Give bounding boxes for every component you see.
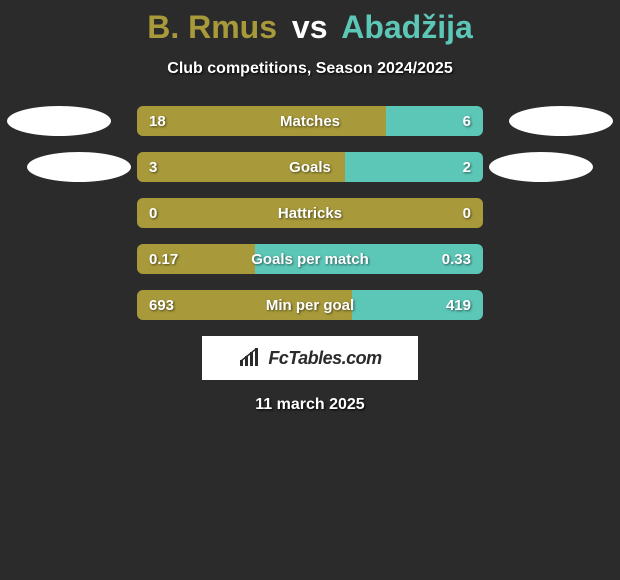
brand-box: FcTables.com: [202, 336, 418, 380]
stat-row: 693Min per goal419: [0, 290, 620, 320]
stat-row: 0.17Goals per match0.33: [0, 244, 620, 274]
stat-row: 0Hattricks0: [0, 198, 620, 228]
spacer: [7, 244, 111, 274]
stat-bar: 0Hattricks0: [137, 198, 483, 228]
stat-bar: 3Goals2: [137, 152, 483, 182]
spacer: [7, 290, 111, 320]
stat-row: 18Matches6: [0, 106, 620, 136]
spacer: [509, 198, 613, 228]
player2-badge: [509, 106, 613, 136]
stat-bar: 0.17Goals per match0.33: [137, 244, 483, 274]
stat-label: Matches: [137, 106, 483, 136]
player2-name: Abadžija: [341, 9, 473, 45]
stats-card: B. Rmus vs Abadžija Club competitions, S…: [0, 0, 620, 414]
spacer: [7, 198, 111, 228]
brand-text: FcTables.com: [268, 348, 381, 369]
stat-label: Hattricks: [137, 198, 483, 228]
stat-bar: 693Min per goal419: [137, 290, 483, 320]
stat-rows: 18Matches6 3Goals2 0Hattricks0 0.17Goals pe…: [0, 106, 620, 320]
right-value: 6: [463, 106, 471, 136]
player2-badge: [489, 152, 593, 182]
stat-row: 3Goals2: [0, 152, 620, 182]
player1-badge: [27, 152, 131, 182]
stat-label: Goals: [137, 152, 483, 182]
player1-badge: [7, 106, 111, 136]
player1-name: B. Rmus: [147, 9, 277, 45]
stat-label: Goals per match: [137, 244, 483, 274]
right-value: 0: [463, 198, 471, 228]
stat-bar: 18Matches6: [137, 106, 483, 136]
subtitle: Club competitions, Season 2024/2025: [0, 60, 620, 78]
spacer: [509, 244, 613, 274]
right-value: 419: [446, 290, 471, 320]
spacer: [509, 290, 613, 320]
stat-label: Min per goal: [137, 290, 483, 320]
right-value: 2: [463, 152, 471, 182]
vs-label: vs: [292, 9, 328, 45]
page-title: B. Rmus vs Abadžija: [0, 8, 620, 46]
date-label: 11 march 2025: [0, 396, 620, 414]
barchart-icon: [238, 348, 262, 368]
right-value: 0.33: [442, 244, 471, 274]
